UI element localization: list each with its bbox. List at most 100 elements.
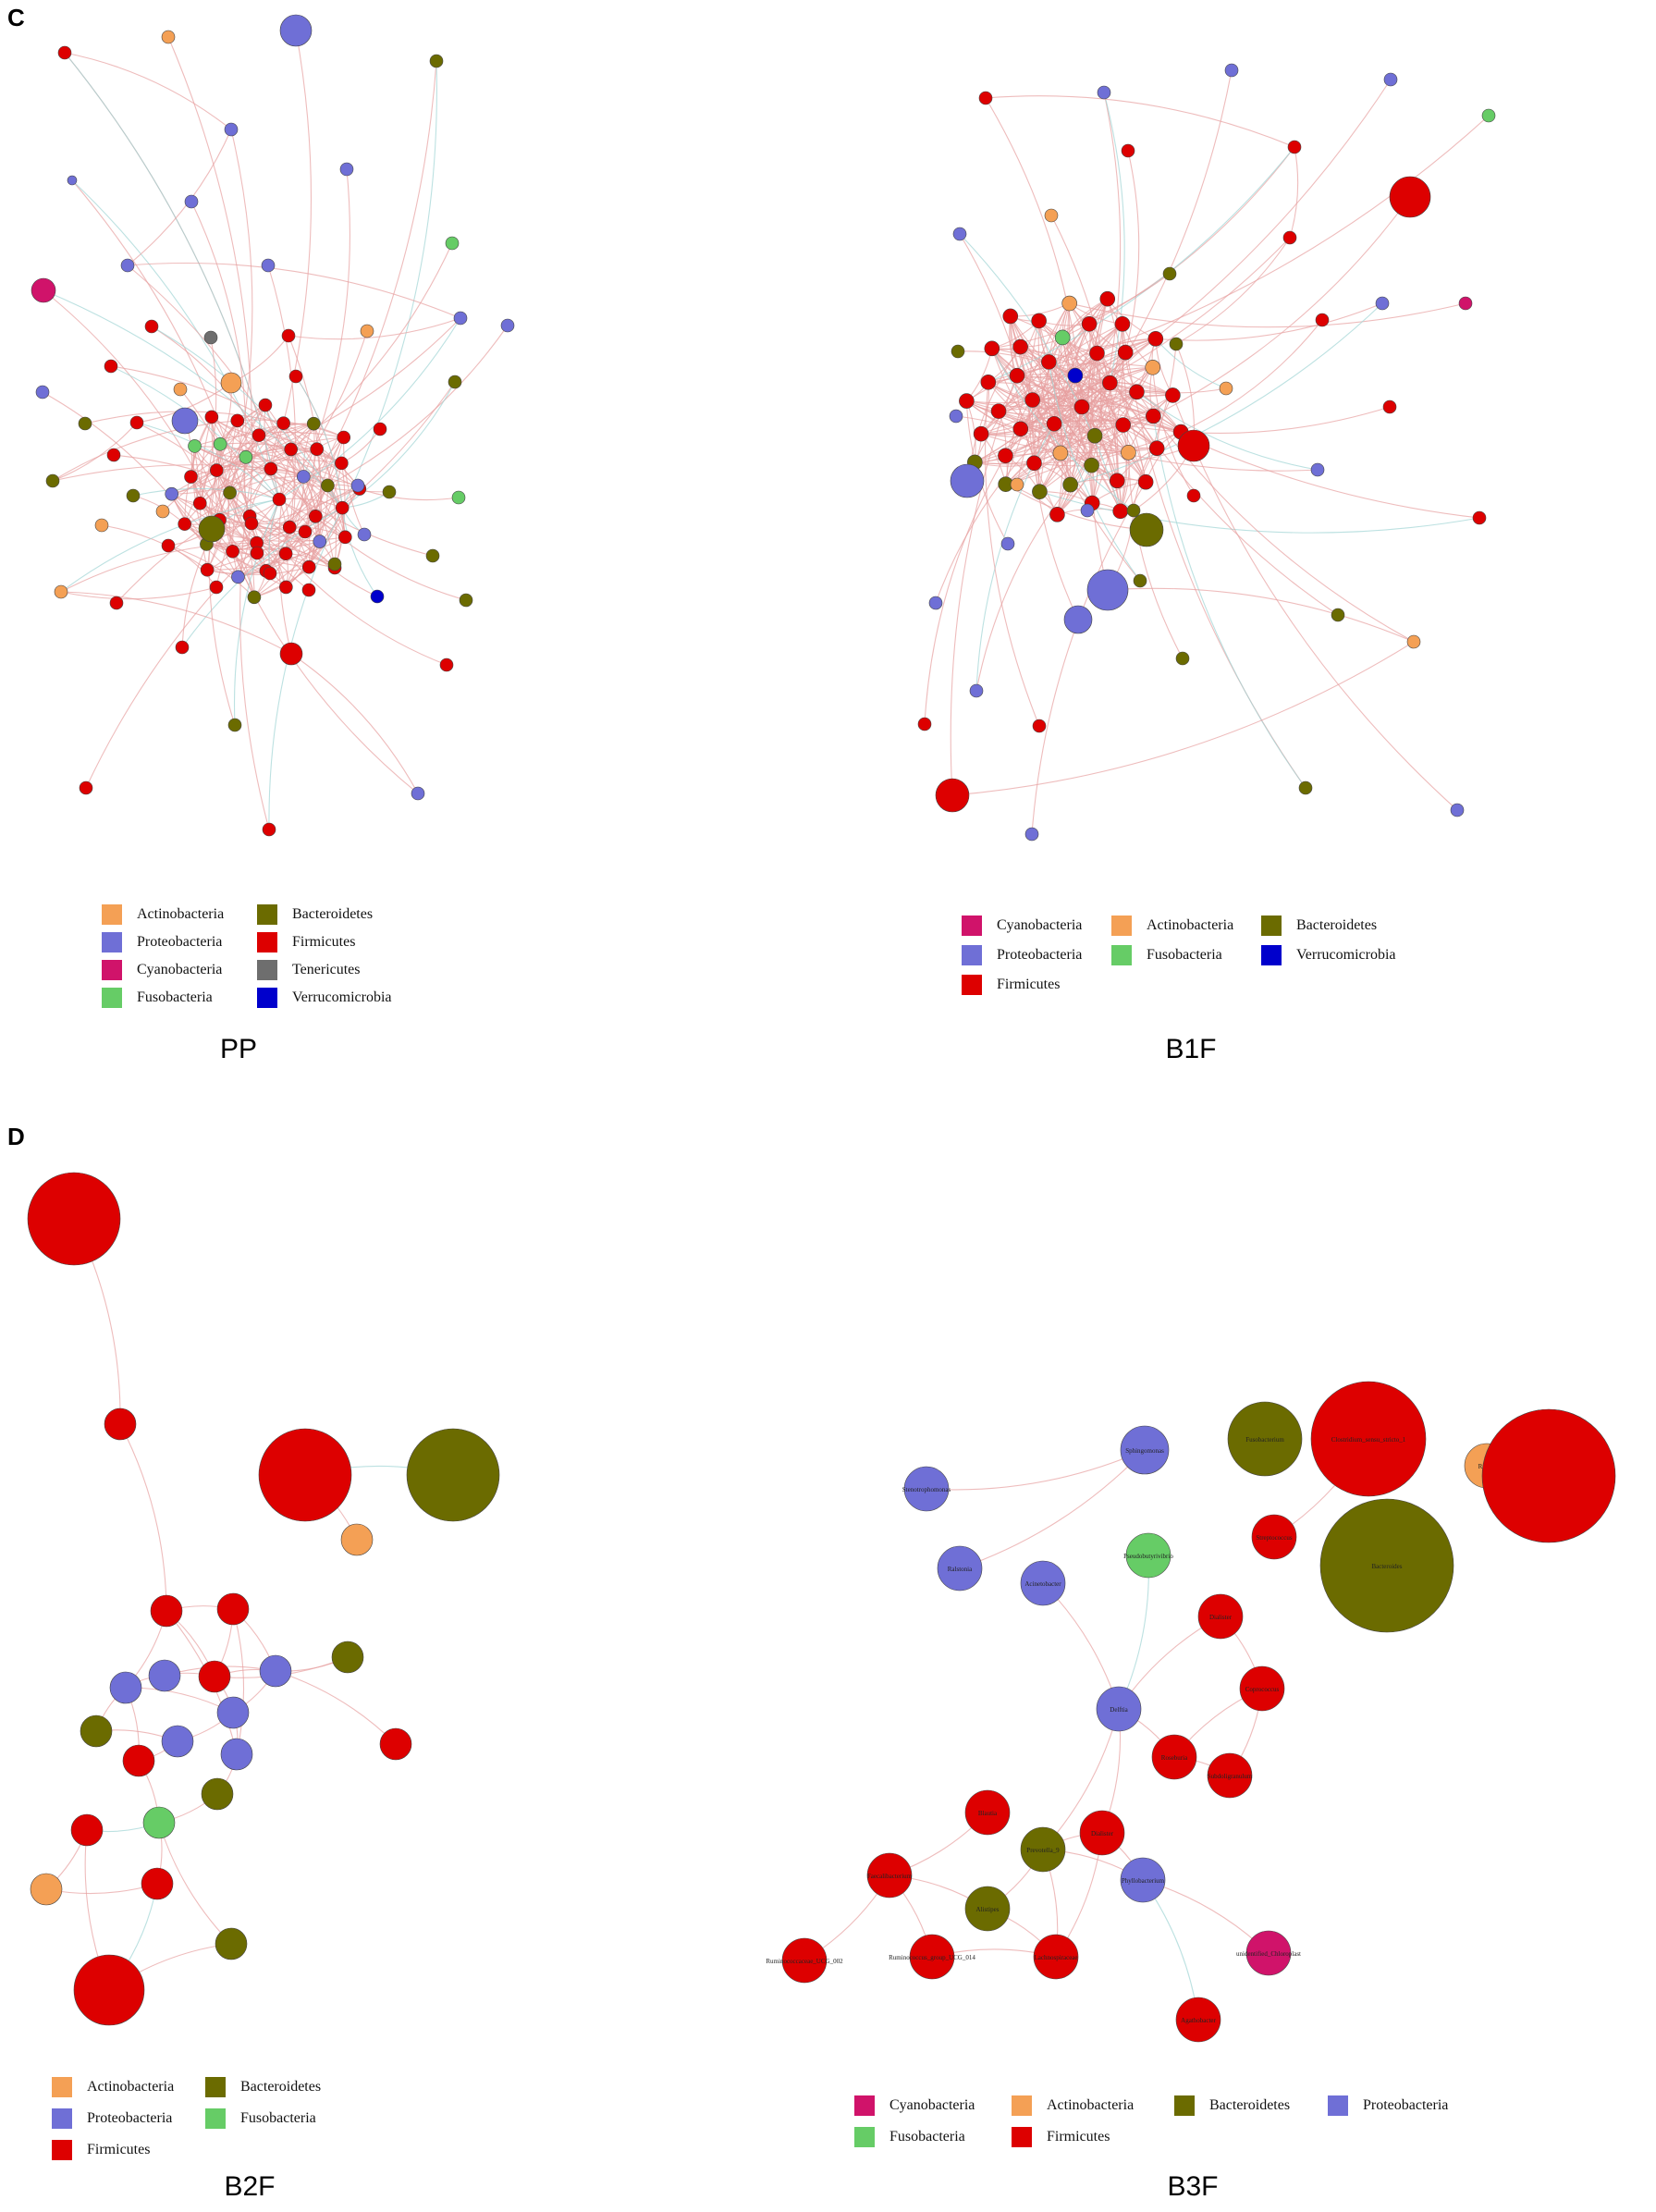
legend-b1f-swatch xyxy=(962,945,982,965)
pp-network-node xyxy=(297,470,311,484)
legend-pp-item: Tenericutes xyxy=(257,960,361,980)
pp-network-node xyxy=(335,456,349,471)
b3f-network-node xyxy=(909,1934,955,1980)
legend-b1f-item: Cyanobacteria xyxy=(962,916,1082,936)
b1f-network-node xyxy=(1162,266,1177,281)
pp-network-edge xyxy=(359,488,460,501)
network-title-pp: PP xyxy=(219,1034,258,1064)
b1f-network-node xyxy=(1054,329,1071,346)
b3f-network-node-label: Stenotrophomonas xyxy=(902,1486,951,1493)
pp-network-edge xyxy=(245,456,434,557)
pp-network-node xyxy=(94,518,109,533)
pp-network-edge xyxy=(341,60,437,509)
b1f-network-edge xyxy=(924,455,1006,725)
b1f-network-node xyxy=(1375,296,1390,311)
pp-network-node xyxy=(278,547,293,561)
pp-network-edge xyxy=(132,487,280,500)
b3f-network-node xyxy=(1120,1857,1166,1903)
b1f-network-node xyxy=(1009,367,1025,384)
b1f-network-node xyxy=(1115,417,1132,433)
b3f-network-node xyxy=(903,1466,950,1512)
b3f-network-node-label: unidentified_Chloroplast xyxy=(1236,1950,1301,1958)
pp-network-edge xyxy=(249,515,336,569)
b1f-network-edge xyxy=(1031,481,1147,835)
b3f-network-node-label: Sphingomonas xyxy=(1125,1447,1164,1455)
pp-network-edge xyxy=(60,591,292,655)
pp-network-edge xyxy=(127,264,316,517)
pp-network-edges xyxy=(42,30,509,830)
legend-b1f-item: Firmicutes xyxy=(962,975,1060,995)
pp-network-node xyxy=(308,509,323,523)
b1f-network-node xyxy=(1472,510,1487,525)
panel-letter-d: D xyxy=(7,1123,25,1150)
pp-network-edge xyxy=(167,545,255,598)
b1f-network-node xyxy=(1224,63,1239,78)
pp-network-edge xyxy=(239,435,270,830)
b1f-network-edge xyxy=(1175,237,1291,345)
b1f-network-edge xyxy=(1031,399,1079,621)
pp-network-edge xyxy=(43,289,343,509)
b2f-network-edges xyxy=(45,1218,454,1991)
pp-network-node xyxy=(220,372,242,394)
b2f-network-node xyxy=(379,1727,412,1761)
pp-network-edge xyxy=(258,435,321,542)
legend-pp-item: Firmicutes xyxy=(257,932,355,952)
pp-network-node xyxy=(310,442,324,457)
b1f-network-node xyxy=(1315,313,1330,327)
pp-network-edge xyxy=(71,179,280,500)
b1f-network-node xyxy=(1175,651,1190,666)
pp-network-node xyxy=(451,490,466,505)
legend-pp-item: Cyanobacteria xyxy=(102,960,222,980)
pp-network-node xyxy=(178,517,191,531)
b1f-network-node xyxy=(1012,338,1028,355)
b1f-network-edge xyxy=(1171,395,1458,811)
legend-pp-label: Fusobacteria xyxy=(137,989,213,1005)
b3f-network-node-label: Ruminococcus_group_UCG_014 xyxy=(889,1954,975,1961)
legend-pp-swatch xyxy=(102,960,122,980)
pp-network-node xyxy=(284,442,298,457)
pp-network-node xyxy=(500,318,515,333)
legend-b1f-label: Fusobacteria xyxy=(1147,947,1222,963)
pp-network-edge xyxy=(151,326,343,509)
b1f-network-node xyxy=(1041,354,1057,370)
pp-network-edge xyxy=(127,262,461,319)
b3f-network-node-label: Acinetobacter xyxy=(1024,1580,1061,1588)
pp-network-node xyxy=(184,194,199,209)
b1f-network-edge xyxy=(1094,92,1122,436)
legend-pp-item: Verrucomicrobia xyxy=(257,988,392,1008)
b1f-network-edge xyxy=(1061,337,1129,453)
panel-letter-c: C xyxy=(7,4,25,31)
pp-network-edge xyxy=(208,470,236,726)
pp-network-node xyxy=(198,515,226,543)
b1f-network-node xyxy=(984,340,1000,357)
b1f-network-edge xyxy=(959,233,1122,511)
b2f-network-node xyxy=(122,1744,155,1777)
pp-network-node xyxy=(306,416,321,431)
legend-b3f-swatch xyxy=(854,2127,875,2147)
b1f-network-node xyxy=(1146,408,1161,424)
b1f-network-node xyxy=(1112,503,1129,520)
b1f-network-node xyxy=(949,409,963,424)
b1f-network-node xyxy=(1049,507,1065,522)
pp-network-edge xyxy=(167,36,253,517)
pp-network-node xyxy=(337,430,351,445)
b1f-network-edge xyxy=(1152,367,1195,497)
b1f-network-node xyxy=(1081,315,1098,332)
pp-network-node xyxy=(204,410,219,424)
b2f-network-node xyxy=(73,1954,145,2026)
pp-network-node xyxy=(126,488,141,503)
legend-b3f-item: Firmicutes xyxy=(1012,2127,1110,2147)
legend-b2f-label: Actinobacteria xyxy=(87,2079,175,2095)
b1f-network-node xyxy=(1458,296,1473,311)
pp-network-node xyxy=(272,492,287,507)
legend-pp-swatch xyxy=(257,904,277,925)
b1f-network-node xyxy=(1024,392,1040,408)
pp-network-edge xyxy=(215,468,272,588)
b3f-network-node-label: Phyllobacterium xyxy=(1122,1877,1165,1885)
b2f-network-node xyxy=(220,1738,253,1771)
b3f-network-node-label: Subdoligranulum xyxy=(1208,1773,1253,1780)
legend-b3f-item: Actinobacteria xyxy=(1012,2095,1134,2116)
b1f-network-edge xyxy=(985,97,1083,408)
b1f-network-node xyxy=(1129,384,1145,400)
legend-pp-swatch xyxy=(102,932,122,952)
